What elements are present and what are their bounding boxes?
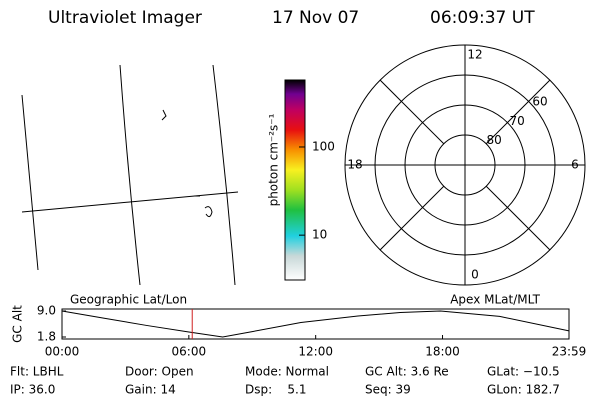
- status-field: Gain: 14: [125, 383, 176, 397]
- annotation: Geographic Lat/Lon: [70, 293, 187, 307]
- time: 06:09:37 UT: [430, 8, 535, 28]
- annotation: Apex MLat/MLT: [450, 293, 540, 307]
- x-tick-label: 18:00: [425, 345, 460, 359]
- y-tick-label: 1.8: [37, 330, 56, 344]
- mlt-label: 6: [571, 158, 579, 172]
- status-field: GLat: −10.5: [487, 365, 560, 379]
- status-field: Flt: LBHL: [10, 365, 64, 379]
- polar-ring-label: 60: [532, 95, 547, 109]
- polar-spoke: [379, 185, 445, 251]
- polar-spoke: [485, 79, 551, 145]
- colorbar-tick-label: 100: [312, 139, 335, 153]
- y-axis-label: GC Alt: [11, 305, 25, 343]
- colorbar: [284, 79, 306, 281]
- map-image: [21, 64, 239, 286]
- status-field: IP: 36.0: [10, 383, 55, 397]
- colorbar-tick-label: 10: [312, 228, 327, 242]
- title: Ultraviolet Imager: [48, 8, 202, 28]
- status-field: GLon: 182.7: [487, 383, 560, 397]
- status-field: GC Alt: 3.6 Re: [365, 365, 449, 379]
- x-tick-label: 00:00: [45, 345, 80, 359]
- status-field: Seq: 39: [365, 383, 411, 397]
- status-field: Dsp: 5.1: [245, 383, 307, 397]
- date: 17 Nov 07: [272, 8, 359, 28]
- x-tick-label: 23:59: [552, 345, 587, 359]
- data-line: [61, 310, 570, 338]
- x-tick-label: 06:00: [172, 345, 207, 359]
- polar-ring-label: 70: [509, 114, 524, 128]
- mlt-label: 18: [347, 158, 362, 172]
- status-field: Mode: Normal: [245, 365, 329, 379]
- colorbar-label: photon cm⁻²s⁻¹: [267, 113, 281, 206]
- x-tick-label: 12:00: [298, 345, 333, 359]
- mlt-label: 12: [467, 48, 482, 62]
- status-field: Door: Open: [125, 365, 194, 379]
- polar-ring-label: 80: [486, 133, 501, 147]
- y-tick-label: 9.0: [37, 304, 56, 318]
- polar-spoke: [379, 79, 445, 145]
- mlt-label: 0: [471, 268, 479, 282]
- polar-spoke: [485, 185, 551, 251]
